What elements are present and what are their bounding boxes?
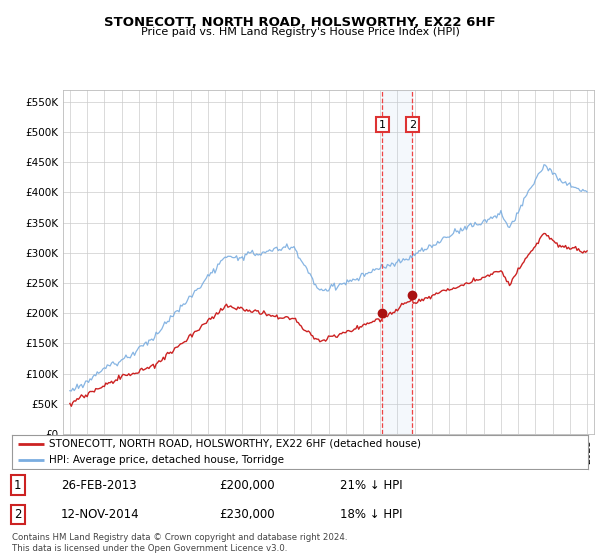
Bar [382,90,412,434]
Text: £230,000: £230,000 [220,508,275,521]
Text: 26-FEB-2013: 26-FEB-2013 [61,479,137,492]
Text: STONECOTT, NORTH ROAD, HOLSWORTHY, EX22 6HF: STONECOTT, NORTH ROAD, HOLSWORTHY, EX22 … [104,16,496,29]
Text: HPI: Average price, detached house, Torridge: HPI: Average price, detached house, Torr… [49,455,284,465]
Text: 1: 1 [14,479,22,492]
Text: 21% ↓ HPI: 21% ↓ HPI [340,479,403,492]
Text: 1: 1 [379,120,386,130]
Text: 12-NOV-2014: 12-NOV-2014 [61,508,140,521]
Text: Contains HM Land Registry data © Crown copyright and database right 2024.
This d: Contains HM Land Registry data © Crown c… [12,533,347,553]
Text: 2: 2 [14,508,22,521]
Text: £200,000: £200,000 [220,479,275,492]
Text: STONECOTT, NORTH ROAD, HOLSWORTHY, EX22 6HF (detached house): STONECOTT, NORTH ROAD, HOLSWORTHY, EX22 … [49,439,421,449]
Text: 18% ↓ HPI: 18% ↓ HPI [340,508,403,521]
Text: 2: 2 [409,120,416,130]
Text: Price paid vs. HM Land Registry's House Price Index (HPI): Price paid vs. HM Land Registry's House … [140,27,460,37]
